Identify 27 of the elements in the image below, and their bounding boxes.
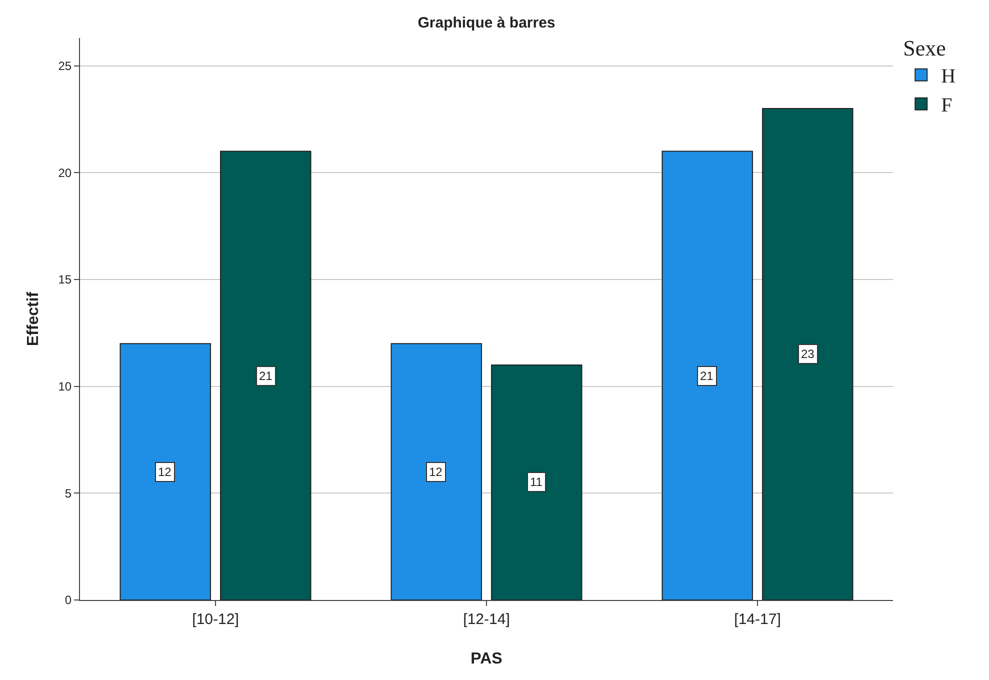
bar [390,343,482,600]
bar [662,150,753,600]
data-label: 12 [429,465,443,479]
bar [762,108,854,600]
y-tick-label: 5 [64,486,72,500]
y-tick-label: 10 [58,380,72,394]
y-tick-label: 25 [58,58,72,73]
legend-label: H [941,66,956,88]
x-tick-label: [10-12] [192,611,239,628]
bar [491,364,582,600]
data-label: 21 [259,369,273,383]
data-label: 23 [801,347,815,361]
y-tick-label: 20 [58,166,72,180]
chart-title: Graphique à barres [418,14,556,32]
bar [220,150,312,600]
x-axis-title: PAS [470,650,503,668]
data-label: 11 [530,475,543,489]
y-tick-label: 0 [64,593,72,608]
data-label: 12 [158,465,172,479]
data-label: 21 [700,369,714,383]
bar [120,343,211,600]
x-tick-label: [14-17] [734,611,781,628]
legend-label: F [941,94,952,117]
legend-title: Sexe [903,35,946,60]
y-axis-title: Effectif [25,291,42,346]
x-tick-label: [12-14] [463,611,510,628]
y-tick-label: 15 [58,272,72,287]
